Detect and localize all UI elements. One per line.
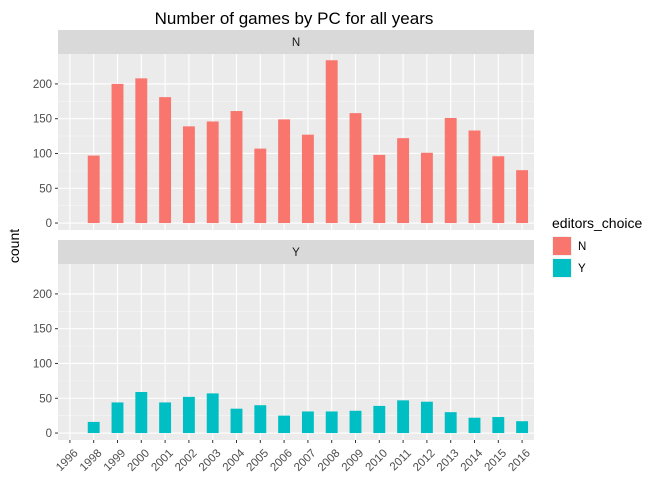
y-tick-label: 200	[33, 289, 52, 301]
panel-background-n	[58, 54, 534, 230]
bar-y-2007	[301, 411, 314, 434]
x-tick-label: 2015	[483, 447, 510, 474]
bar-y-2008	[325, 411, 338, 434]
bar-y-2009	[349, 410, 362, 434]
y-tick-label: 150	[33, 324, 52, 336]
legend: editors_choice N Y	[552, 215, 642, 278]
bar-y-2014	[468, 417, 481, 434]
bar-y-1999	[111, 402, 124, 434]
legend-label-n: N	[578, 241, 586, 253]
bar-y-2012	[420, 401, 433, 434]
bar-y-2003	[206, 393, 219, 434]
bar-n-2016	[516, 170, 529, 224]
x-tick-label: 2011	[388, 447, 414, 473]
facet-strip-y	[58, 240, 534, 264]
y-tick-label: 50	[39, 183, 52, 195]
x-tick-label: 2016	[506, 447, 533, 474]
bar-n-2010	[373, 154, 386, 224]
x-tick-label: 2000	[126, 447, 153, 474]
bar-n-2005	[254, 148, 267, 224]
legend-label-y: Y	[578, 263, 586, 275]
bar-n-2015	[492, 156, 505, 224]
bar-n-2006	[278, 119, 291, 224]
x-tick-label: 2006	[268, 447, 295, 474]
bar-n-2013	[444, 118, 457, 224]
x-tick-label: 2010	[364, 447, 391, 474]
facet-panel-n: N 0 50 100 150 200	[33, 30, 534, 230]
bar-n-2000	[135, 78, 148, 224]
y-tick-label: 200	[33, 79, 52, 91]
bar-n-2011	[397, 138, 410, 224]
bar-n-2001	[159, 97, 172, 224]
facet-panel-y: Y 0 50 100 150 200	[33, 240, 534, 440]
bar-y-2001	[159, 402, 172, 434]
bar-n-2014	[468, 130, 481, 224]
y-tick-label: 0	[46, 428, 52, 440]
bar-y-2011	[397, 400, 410, 434]
x-tick-label: 2005	[245, 447, 272, 474]
y-tick-label: 50	[39, 393, 52, 405]
legend-swatch-y	[553, 259, 571, 277]
y-tick-label: 100	[33, 358, 52, 370]
bar-n-1999	[111, 83, 124, 224]
y-tick-label: 0	[46, 218, 52, 230]
bar-y-2006	[278, 415, 291, 434]
x-tick-label: 1996	[54, 447, 81, 474]
bar-n-2007	[301, 134, 314, 224]
x-tick-label: 1998	[78, 447, 105, 474]
x-tick-label: 2004	[221, 447, 248, 474]
chart-title: Number of games by PC for all years	[155, 9, 434, 28]
facet-strip-label-y: Y	[292, 247, 300, 259]
bar-y-2004	[230, 408, 243, 434]
x-axis: 1996199819992000200120022003200420052006…	[54, 440, 533, 474]
x-tick-label: 2012	[411, 447, 438, 474]
bar-y-2005	[254, 405, 267, 434]
legend-title: editors_choice	[552, 215, 642, 231]
bar-n-2008	[325, 60, 338, 224]
bar-y-1998	[87, 421, 100, 434]
x-tick-label: 2001	[149, 447, 176, 474]
x-tick-label: 2013	[435, 447, 462, 474]
bar-n-2009	[349, 113, 362, 224]
bar-y-2016	[516, 421, 529, 434]
bar-n-2004	[230, 111, 243, 224]
x-tick-label: 2008	[316, 447, 343, 474]
bar-y-2000	[135, 392, 148, 434]
facet-strip-label-n: N	[292, 37, 300, 49]
x-tick-label: 2003	[197, 447, 224, 474]
legend-swatch-n	[553, 237, 571, 255]
bar-n-2002	[182, 126, 195, 224]
facet-strip-n	[58, 30, 534, 54]
x-tick-label: 2007	[292, 447, 319, 474]
x-tick-label: 2009	[340, 447, 367, 474]
x-tick-label: 2002	[173, 447, 200, 474]
y-tick-label: 150	[33, 114, 52, 126]
bar-n-2003	[206, 121, 219, 224]
panel-background-y	[58, 264, 534, 440]
bar-n-1998	[87, 155, 100, 224]
y-tick-label: 100	[33, 148, 52, 160]
bar-y-2015	[492, 417, 505, 434]
x-tick-label: 2014	[459, 447, 486, 474]
bar-n-2012	[420, 152, 433, 224]
x-tick-label: 1999	[102, 447, 129, 474]
y-axis-title: count	[6, 229, 22, 263]
bar-y-2002	[182, 396, 195, 434]
bar-y-2013	[444, 412, 457, 434]
bar-y-2010	[373, 405, 386, 434]
